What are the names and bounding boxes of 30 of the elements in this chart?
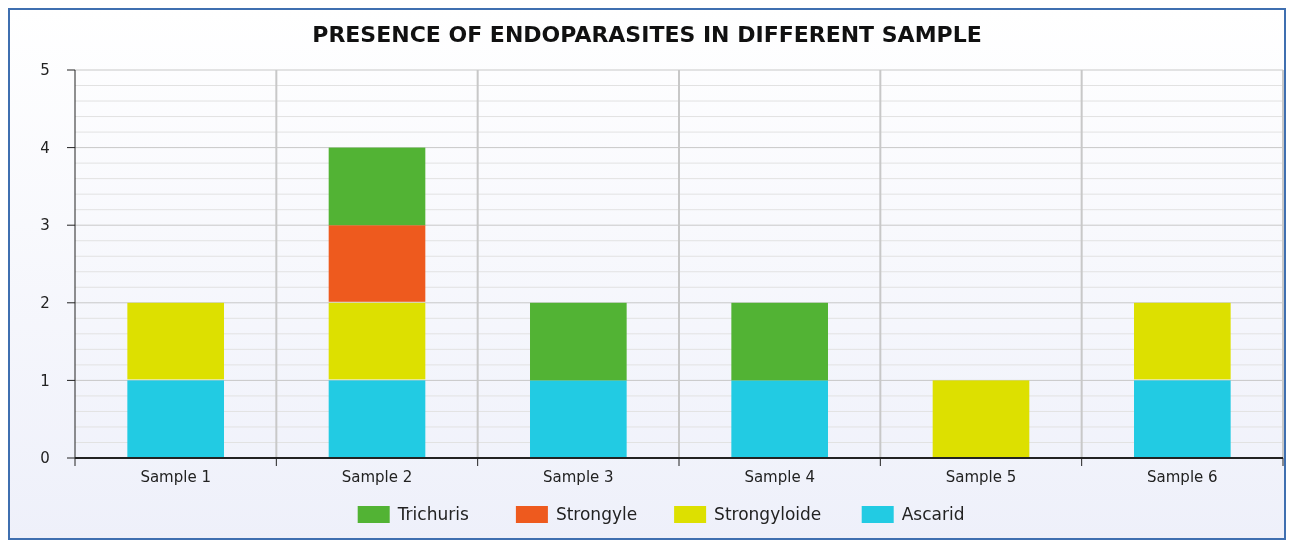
y-tick-label: 5 <box>40 61 50 80</box>
chart-title: PRESENCE OF ENDOPARASITES IN DIFFERENT SAMPLE <box>312 22 982 47</box>
y-tick-label: 0 <box>40 449 50 468</box>
bar <box>932 380 1030 457</box>
legend-label: Strongyloide <box>714 504 822 524</box>
y-tick-label: 2 <box>40 294 50 313</box>
bar <box>1134 380 1231 457</box>
bar <box>1134 302 1231 380</box>
x-tick-label: Sample 1 <box>140 468 211 486</box>
x-tick-label: Sample 3 <box>543 468 614 486</box>
x-tick-label: Sample 2 <box>341 468 413 486</box>
bar <box>127 302 224 380</box>
bar <box>328 302 426 380</box>
legend-label: Strongyle <box>555 504 638 524</box>
x-tick-label: Sample 6 <box>1147 468 1218 486</box>
bar <box>127 380 224 457</box>
y-tick-label: 3 <box>40 216 50 235</box>
y-tick-label: 4 <box>40 138 50 157</box>
bar <box>530 380 627 457</box>
legend-label: Ascarid <box>901 504 965 524</box>
bar <box>731 380 828 457</box>
x-tick-label: Sample 5 <box>945 468 1017 486</box>
bar <box>731 302 828 381</box>
bar <box>328 225 426 302</box>
legend-label: Trichuris <box>396 504 469 524</box>
bar <box>530 302 627 381</box>
y-tick-label: 1 <box>40 371 50 390</box>
bar <box>328 147 426 226</box>
x-tick-label: Sample 4 <box>744 468 815 486</box>
bar <box>328 380 426 457</box>
